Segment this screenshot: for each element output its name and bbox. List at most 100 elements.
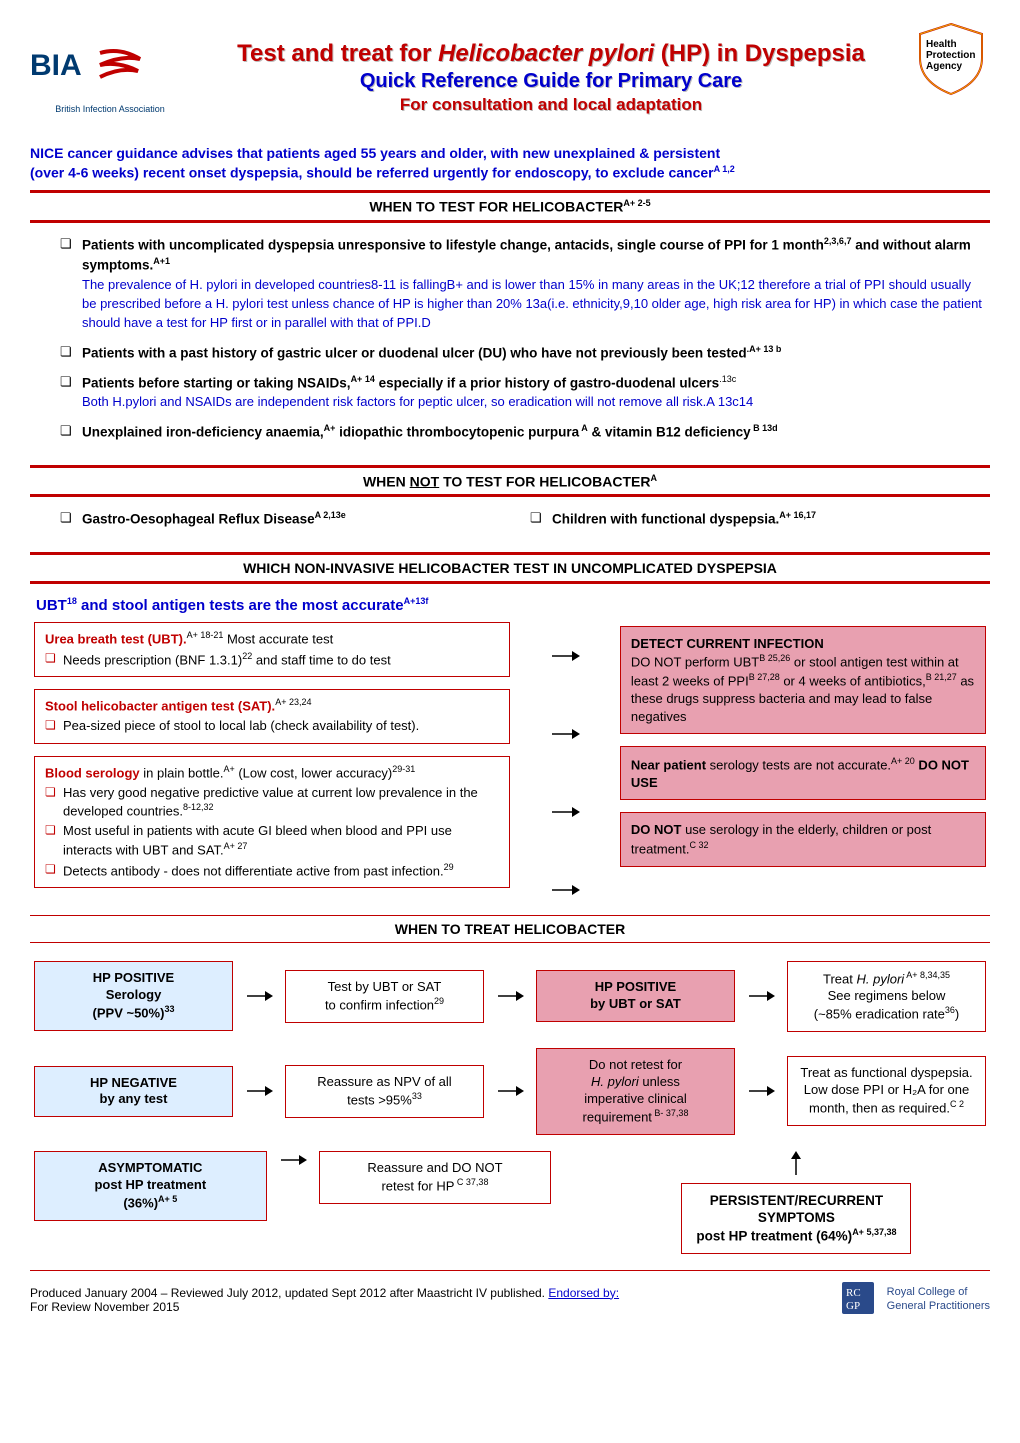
nice-l1: NICE cancer guidance advises that patien… [30, 145, 720, 161]
arrow-icon [550, 725, 580, 743]
r2p-l3: imperative clinical [547, 1091, 724, 1108]
section-when-not: WHEN NOT TO TEST FOR HELICOBACTERA [30, 465, 990, 498]
b3-sup: A+ 14 [351, 374, 375, 384]
near-sup: A+ 20 [891, 756, 915, 766]
r3m-l1: Reassure and DO NOT [330, 1160, 541, 1177]
r2p-ital: H. pylori [591, 1074, 639, 1089]
svg-text:BIA: BIA [30, 49, 82, 82]
r3m-sup: C 37,38 [454, 1177, 488, 1187]
ser-tsup: A+ [223, 764, 234, 774]
nice-l2: (over 4-6 weeks) recent onset dyspepsia,… [30, 165, 714, 181]
rcgp-logo: RCGP [841, 1281, 875, 1318]
subtitle-1: Quick Reference Guide for Primary Care [202, 70, 900, 93]
bullet-2: Patients with a past history of gastric … [60, 343, 986, 363]
hpa-l3: Agency [926, 61, 978, 72]
r3s-l3: (36%) [123, 1195, 158, 1210]
r1e-l2: See regimens below [798, 988, 975, 1005]
r1e-sup: A+ 8,34,35 [904, 970, 950, 980]
sat-tsup: A+ 23,24 [275, 697, 311, 707]
detect-box: DETECT CURRENT INFECTION DO NOT perform … [620, 626, 986, 734]
sat-title: Stool helicobacter antigen test (SAT). [45, 699, 275, 714]
b3-note: Both H.pylori and NSAIDs are independent… [82, 394, 753, 409]
wn-sup: A [651, 473, 658, 483]
r2m-sup: 33 [412, 1091, 422, 1101]
b4-bold2: idiopathic thrombocytopenic purpura [335, 425, 579, 440]
ser-tsup2: 29-31 [392, 764, 415, 774]
ubt-tsup: A+ 18-21 [187, 630, 224, 640]
flow-functional: Treat as functional dyspepsia. Low dose … [787, 1056, 986, 1126]
wnr-text: Children with functional dyspepsia. [552, 512, 779, 527]
r2s-l2: by any test [45, 1091, 222, 1108]
footer-l2: For Review November 2015 [30, 1300, 179, 1314]
det-3: B 27,28 [749, 672, 780, 682]
rcgp-l2: General Practitioners [887, 1300, 990, 1313]
dns-sup: C 32 [689, 840, 708, 850]
ubt-item: Needs prescription (BNF 1.3.1)22 and sta… [45, 650, 499, 669]
ser-item-2: Most useful in patients with acute GI bl… [45, 822, 499, 858]
title-block: Test and treat for Helicobacter pylori (… [202, 38, 900, 117]
ubt-s2: A+13f [404, 596, 429, 606]
bullet-1: Patients with uncomplicated dyspepsia un… [60, 235, 986, 332]
flow-no-retest: Do not retest for H. pylori unless imper… [536, 1048, 735, 1135]
tests-left-col: Urea breath test (UBT).A+ 18-21 Most acc… [34, 622, 510, 889]
dns-pre: DO NOT [631, 822, 682, 837]
flow-hp-neg: HP NEGATIVE by any test [34, 1066, 233, 1118]
wn-pre: WHEN [363, 473, 410, 489]
b4-sup2: A [579, 423, 588, 433]
footer-left: Produced January 2004 – Reviewed July 20… [30, 1286, 829, 1314]
rcgp-l1: Royal College of [887, 1286, 990, 1299]
arrow-up-icon [787, 1151, 805, 1177]
section-when-treat: WHEN TO TREAT HELICOBACTER [30, 915, 990, 943]
fp-sup: A+ 5,37,38 [852, 1227, 896, 1237]
ubt-i-sup: 22 [242, 651, 252, 661]
header: BIA British Infection Association Test a… [30, 20, 990, 134]
ser2t: Most useful in patients with acute GI bl… [63, 823, 452, 857]
ser-item-1: Has very good negative predictive value … [45, 784, 499, 820]
det-5: B 21,27 [926, 672, 957, 682]
ubt-pre: UBT [36, 597, 67, 614]
wnr-sup: A+ 16,17 [779, 510, 816, 520]
r1e-l3: (~85% eradication rate [814, 1006, 945, 1021]
ubt-i-text: Needs prescription (BNF 1.3.1) [63, 652, 242, 667]
det-1: B 25,26 [759, 653, 790, 663]
footer-l1: Produced January 2004 – Reviewed July 20… [30, 1286, 545, 1300]
b3-bold: Patients before starting or taking NSAID… [82, 375, 351, 390]
flow-confirm: Test by UBT or SAT to confirm infection2… [285, 970, 484, 1023]
flow-row-3: ASYMPTOMATIC post HP treatment (36%)A+ 5… [34, 1151, 986, 1254]
r1e-pre: Treat [823, 971, 856, 986]
ubt-s1: 18 [67, 596, 77, 606]
flow-reassure-npv: Reassure as NPV of all tests >95%33 [285, 1065, 484, 1118]
page-title: Test and treat for Helicobacter pylori (… [202, 40, 900, 68]
wn-underline: NOT [410, 473, 440, 489]
flow-asymptomatic: ASYMPTOMATIC post HP treatment (36%)A+ 5 [34, 1151, 267, 1221]
ubt-heading: UBT18 and stool antigen tests are the mo… [30, 592, 990, 618]
r2e-l3: month, then as required. [809, 1101, 950, 1116]
ser1t: Has very good negative predictive value … [63, 785, 478, 819]
ubt-box: Urea breath test (UBT).A+ 18-21 Most acc… [34, 622, 510, 678]
when-not-left: Gastro-Oesophageal Reflux DiseaseA 2,13e [60, 509, 490, 529]
arrow-icon [550, 803, 580, 821]
flow-row-1: HP POSITIVE Serology (PPV ~50%)33 Test b… [34, 961, 986, 1032]
b4-sup3: B 13d [751, 423, 778, 433]
ser1s: 8-12,32 [183, 802, 214, 812]
bia-caption: British Infection Association [30, 104, 190, 114]
r1s-sup: 33 [164, 1004, 174, 1014]
wn-post: TO TEST FOR HELICOBACTER [439, 473, 650, 489]
r2e-l2: Low dose PPI or H₂A for one [798, 1082, 975, 1099]
detect-title: DETECT CURRENT INFECTION [631, 635, 975, 653]
fp-l1: PERSISTENT/RECURRENT [696, 1192, 896, 1210]
fp-l2: SYMPTOMS [696, 1209, 896, 1227]
b1-note: The prevalence of H. pylori in developed… [82, 277, 982, 330]
tests-right-col: DETECT CURRENT INFECTION DO NOT perform … [620, 622, 986, 867]
r2e-l1: Treat as functional dyspepsia. [798, 1065, 975, 1082]
r1s-l2: Serology [45, 987, 222, 1004]
ser-item-3: Detects antibody - does not differentiat… [45, 861, 499, 880]
footer-endorsed[interactable]: Endorsed by: [548, 1286, 619, 1300]
flowchart: HP POSITIVE Serology (PPV ~50%)33 Test b… [30, 955, 990, 1260]
subtitle-2: For consultation and local adaptation [202, 95, 900, 115]
hpa-logo: Health Protection Agency [912, 20, 990, 134]
arrow-icon [245, 987, 273, 1005]
b1-sup2: A+1 [153, 256, 170, 266]
hpa-l2: Protection [926, 50, 978, 61]
b1-sup: 2,3,6,7 [824, 236, 852, 246]
